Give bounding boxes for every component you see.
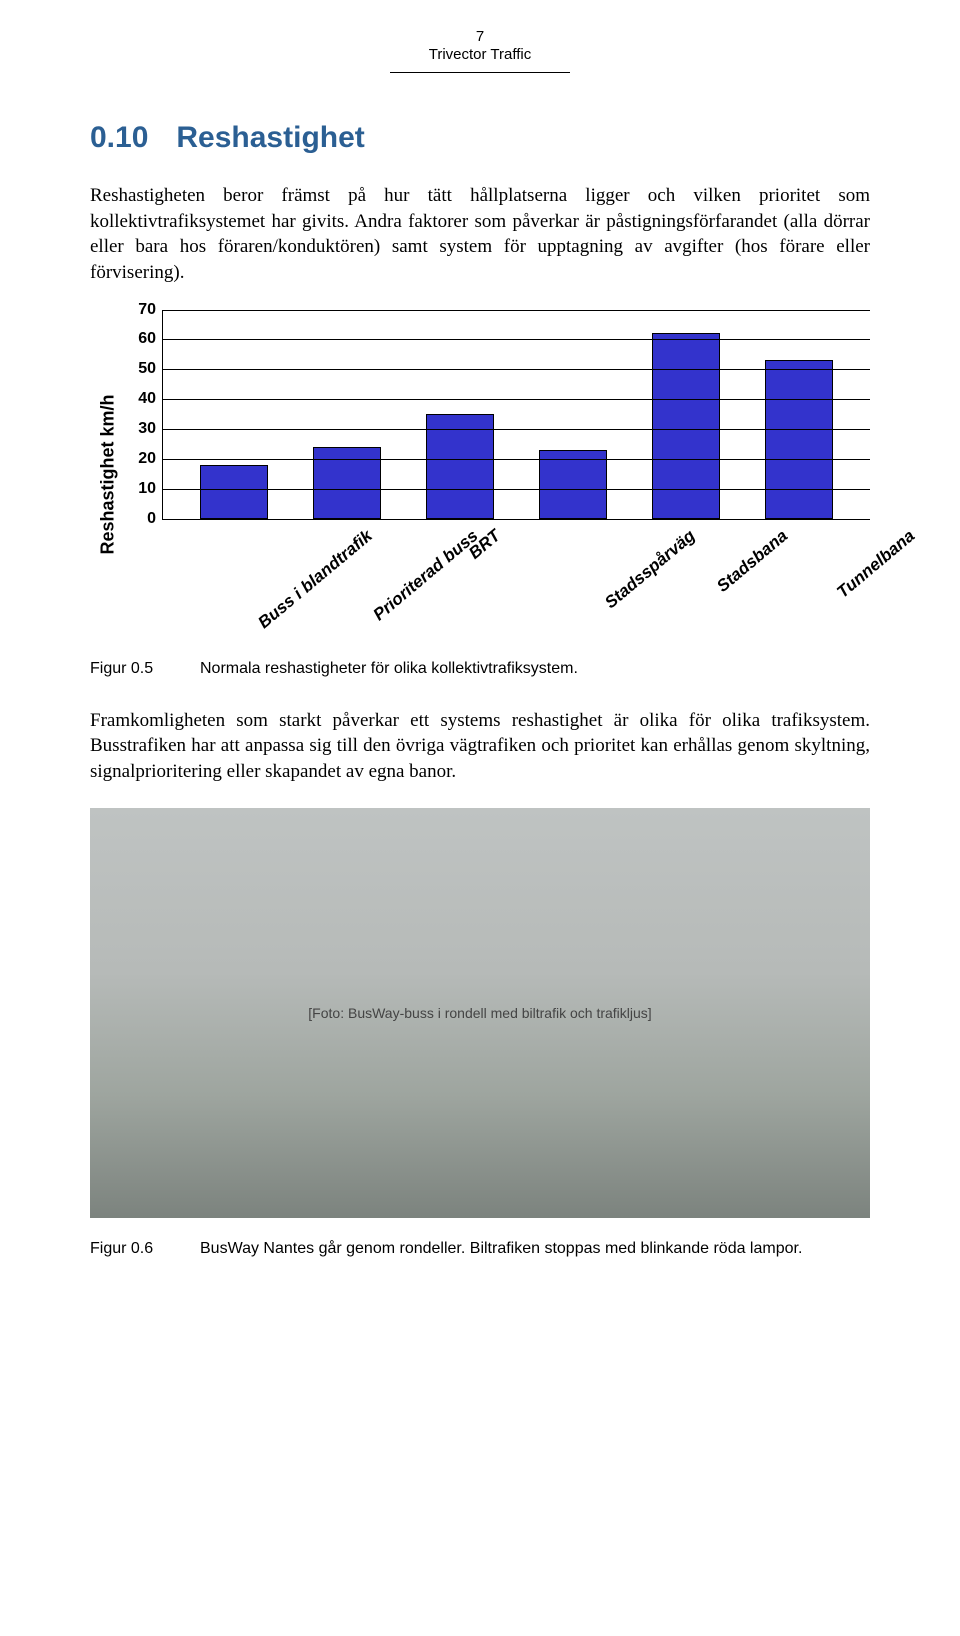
figure-0-5-caption: Figur 0.5 Normala reshastigheter för oli… <box>90 660 870 678</box>
chart-x-tick-slot: BRT <box>398 520 516 640</box>
section-heading: 0.10 Reshastighet <box>90 121 870 155</box>
chart-bar <box>539 450 607 519</box>
chart-y-ticks: 010203040506070 <box>126 310 162 520</box>
page-header: 7 Trivector Traffic <box>90 28 870 64</box>
chart-x-tick-slot: Prioriterad buss <box>280 520 398 640</box>
chart-bar <box>313 447 381 519</box>
chart-bar <box>200 465 268 519</box>
speed-bar-chart: Reshastighet km/h 010203040506070 Buss i… <box>90 310 870 640</box>
chart-bars <box>163 310 870 519</box>
figure-0-5-number: Figur 0.5 <box>90 660 200 678</box>
chart-gridline <box>163 399 870 400</box>
chart-y-tick-label: 40 <box>138 390 156 408</box>
chart-x-tick-slot: Tunnelbana <box>752 520 870 640</box>
chart-y-tick-label: 20 <box>138 450 156 468</box>
chart-x-tick-label: BRT <box>465 526 504 564</box>
chart-y-tick-label: 50 <box>138 360 156 378</box>
chart-x-tick-slot: Buss i blandtrafik <box>162 520 280 640</box>
chart-y-tick-label: 70 <box>138 301 156 319</box>
figure-0-6-photo: [Foto: BusWay-buss i rondell med biltraf… <box>90 808 870 1218</box>
chart-gridline <box>163 339 870 340</box>
chart-x-tick-slot: Stadsspårväg <box>516 520 634 640</box>
chart-bar <box>652 333 720 518</box>
paragraph-2: Framkomligheten som starkt påverkar ett … <box>90 708 870 785</box>
chart-gridline <box>163 369 870 370</box>
paragraph-1: Reshastigheten beror främst på hur tätt … <box>90 183 870 286</box>
company-name: Trivector Traffic <box>90 46 870 64</box>
chart-y-tick-label: 0 <box>147 510 156 528</box>
page-number: 7 <box>90 28 870 46</box>
chart-x-tick-label: Tunnelbana <box>833 526 919 602</box>
chart-plot-area <box>162 310 870 520</box>
chart-gridline <box>163 459 870 460</box>
chart-gridline <box>163 489 870 490</box>
figure-0-6-caption: Figur 0.6 BusWay Nantes går genom rondel… <box>90 1240 870 1258</box>
figure-0-6-number: Figur 0.6 <box>90 1240 200 1258</box>
chart-y-tick-label: 10 <box>138 480 156 498</box>
chart-x-tick-slot: Stadsbana <box>634 520 752 640</box>
header-rule <box>390 72 570 73</box>
section-title: Reshastighet <box>176 121 364 154</box>
chart-y-axis-label: Reshastighet km/h <box>98 395 119 555</box>
section-number: 0.10 <box>90 121 148 154</box>
figure-0-5-text: Normala reshastigheter för olika kollekt… <box>200 660 870 678</box>
chart-gridline <box>163 429 870 430</box>
chart-x-ticks: Buss i blandtrafikPrioriterad buss BRT Sta… <box>162 520 870 640</box>
chart-gridline <box>163 310 870 311</box>
chart-bar <box>765 360 833 518</box>
chart-y-tick-label: 30 <box>138 420 156 438</box>
photo-alt-text: [Foto: BusWay-buss i rondell med biltraf… <box>308 1005 651 1021</box>
chart-y-tick-label: 60 <box>138 330 156 348</box>
figure-0-6-text: BusWay Nantes går genom rondeller. Biltr… <box>200 1240 870 1258</box>
